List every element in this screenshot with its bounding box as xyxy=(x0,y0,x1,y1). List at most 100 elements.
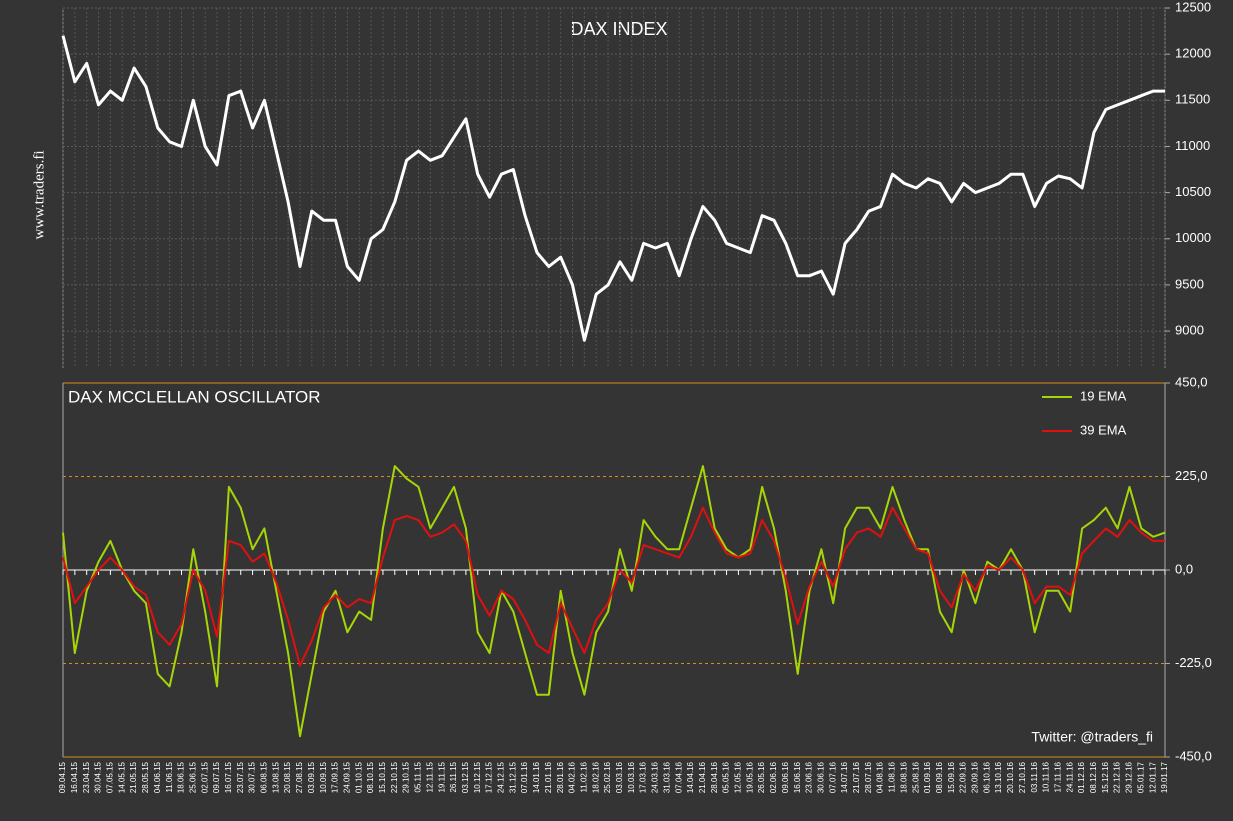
x-tick-label: 29.10.15 xyxy=(402,761,411,793)
x-tick-label: 17.09.15 xyxy=(331,761,340,793)
x-tick-label: 07.04.16 xyxy=(674,761,683,793)
x-tick-label: 27.08.15 xyxy=(295,761,304,793)
x-tick-label: 20.10.16 xyxy=(1006,761,1015,793)
x-tick-label: 10.09.15 xyxy=(319,761,328,793)
x-tick-label: 14.07.16 xyxy=(840,761,849,793)
y-tick-label: 0,0 xyxy=(1175,561,1193,576)
y-tick-label: 12000 xyxy=(1175,46,1211,61)
x-tick-label: 26.11.15 xyxy=(449,761,458,792)
legend-label: 39 EMA xyxy=(1080,422,1127,437)
chart-title: DAX MCCLELLAN OSCILLATOR xyxy=(68,387,321,406)
x-tick-label: 04.02.16 xyxy=(568,761,577,793)
y-tick-label: 9500 xyxy=(1175,276,1204,291)
x-tick-label: 28.07.16 xyxy=(864,761,873,793)
x-tick-label: 03.12.15 xyxy=(461,761,470,793)
y-tick-label: 10500 xyxy=(1175,184,1211,199)
y-tick-label: 11000 xyxy=(1175,138,1210,153)
x-tick-label: 02.06.16 xyxy=(769,761,778,793)
x-tick-label: 08.12.16 xyxy=(1089,761,1098,793)
x-tick-label: 25.02.16 xyxy=(603,761,612,793)
x-tick-label: 23.04.15 xyxy=(82,761,91,793)
x-tick-label: 19.05.16 xyxy=(745,761,754,793)
x-tick-label: 22.10.15 xyxy=(390,761,399,793)
x-tick-label: 07.07.16 xyxy=(828,761,837,793)
x-tick-label: 16.07.15 xyxy=(224,761,233,793)
side-label: www.traders.fi xyxy=(31,151,47,240)
x-tick-label: 12.11.15 xyxy=(425,761,434,792)
x-tick-label: 31.03.16 xyxy=(662,761,671,793)
series-line xyxy=(61,35,1165,342)
series-line xyxy=(62,465,1166,738)
x-tick-label: 29.12.16 xyxy=(1125,761,1134,793)
x-tick-label: 29.09.16 xyxy=(971,761,980,793)
y-tick-label: 450,0 xyxy=(1175,374,1208,389)
x-tick-label: 10.12.15 xyxy=(473,761,482,793)
x-tick-label: 23.07.15 xyxy=(236,761,245,793)
x-tick-label: 03.09.15 xyxy=(307,761,316,793)
x-tick-label: 04.06.15 xyxy=(153,761,162,793)
x-tick-label: 27.10.16 xyxy=(1018,761,1027,793)
x-tick-label: 21.07.16 xyxy=(852,761,861,793)
y-tick-label: -450,0 xyxy=(1175,748,1212,763)
x-tick-label: 05.11.15 xyxy=(414,761,423,792)
x-tick-label: 10.03.16 xyxy=(627,761,636,793)
x-tick-label: 15.10.15 xyxy=(378,761,387,793)
x-tick-label: 03.11.16 xyxy=(1030,761,1039,792)
x-tick-label: 11.06.15 xyxy=(165,761,174,792)
x-tick-label: 02.07.15 xyxy=(200,761,209,793)
x-tick-label: 18.06.15 xyxy=(177,761,186,793)
x-tick-label: 05.05.16 xyxy=(722,761,731,793)
x-tick-label: 11.02.16 xyxy=(579,761,588,792)
x-tick-label: 07.01.16 xyxy=(520,761,529,793)
series-line xyxy=(62,506,1165,667)
x-tick-label: 08.10.15 xyxy=(366,761,375,793)
chart-title: DAX INDEX xyxy=(570,19,667,39)
x-tick-label: 21.04.16 xyxy=(698,761,707,793)
y-tick-label: 10000 xyxy=(1175,230,1211,245)
x-tick-label: 31.12.15 xyxy=(508,761,517,793)
annotation: Twitter: @traders_fi xyxy=(1031,729,1153,745)
x-tick-label: 17.11.16 xyxy=(1053,761,1062,792)
x-tick-label: 14.05.15 xyxy=(117,761,126,793)
x-tick-label: 24.03.16 xyxy=(651,761,660,793)
x-tick-label: 18.02.16 xyxy=(591,761,600,793)
y-tick-label: 11500 xyxy=(1175,92,1210,107)
x-tick-label: 22.12.16 xyxy=(1113,761,1122,793)
x-tick-label: 25.06.15 xyxy=(188,761,197,793)
y-tick-label: 12500 xyxy=(1175,0,1211,14)
x-tick-label: 30.04.15 xyxy=(94,761,103,793)
x-tick-label: 28.04.16 xyxy=(710,761,719,793)
x-tick-label: 30.06.16 xyxy=(816,761,825,793)
x-tick-label: 19.11.15 xyxy=(437,761,446,792)
x-tick-label: 12.05.16 xyxy=(734,761,743,793)
x-tick-label: 08.09.16 xyxy=(935,761,944,793)
x-tick-label: 23.06.16 xyxy=(805,761,814,793)
x-tick-label: 09.04.15 xyxy=(58,761,67,793)
x-tick-label: 20.08.15 xyxy=(283,761,292,793)
y-tick-label: 9000 xyxy=(1175,323,1204,338)
x-tick-label: 09.07.15 xyxy=(212,761,221,793)
x-tick-label: 12.01.17 xyxy=(1148,761,1157,793)
y-tick-label: -225,0 xyxy=(1175,655,1212,670)
x-tick-label: 21.01.16 xyxy=(544,761,553,793)
x-tick-label: 16.04.15 xyxy=(70,761,79,793)
x-tick-label: 10.11.16 xyxy=(1042,761,1051,792)
x-tick-label: 22.09.16 xyxy=(959,761,968,793)
x-tick-label: 25.08.16 xyxy=(911,761,920,793)
x-tick-label: 13.10.16 xyxy=(994,761,1003,793)
x-tick-label: 06.08.15 xyxy=(260,761,269,793)
x-tick-label: 11.08.16 xyxy=(888,761,897,792)
x-tick-label: 16.06.16 xyxy=(793,761,802,793)
x-tick-label: 21.05.15 xyxy=(129,761,138,793)
x-tick-label: 24.11.16 xyxy=(1065,761,1074,792)
x-tick-label: 01.10.15 xyxy=(354,761,363,793)
x-tick-label: 05.01.17 xyxy=(1136,761,1145,793)
x-tick-label: 24.09.15 xyxy=(342,761,351,793)
x-tick-label: 09.06.16 xyxy=(781,761,790,793)
x-tick-label: 13.08.15 xyxy=(271,761,280,793)
x-tick-label: 26.05.16 xyxy=(757,761,766,793)
x-tick-label: 01.09.16 xyxy=(923,761,932,793)
x-tick-label: 07.05.15 xyxy=(106,761,115,793)
